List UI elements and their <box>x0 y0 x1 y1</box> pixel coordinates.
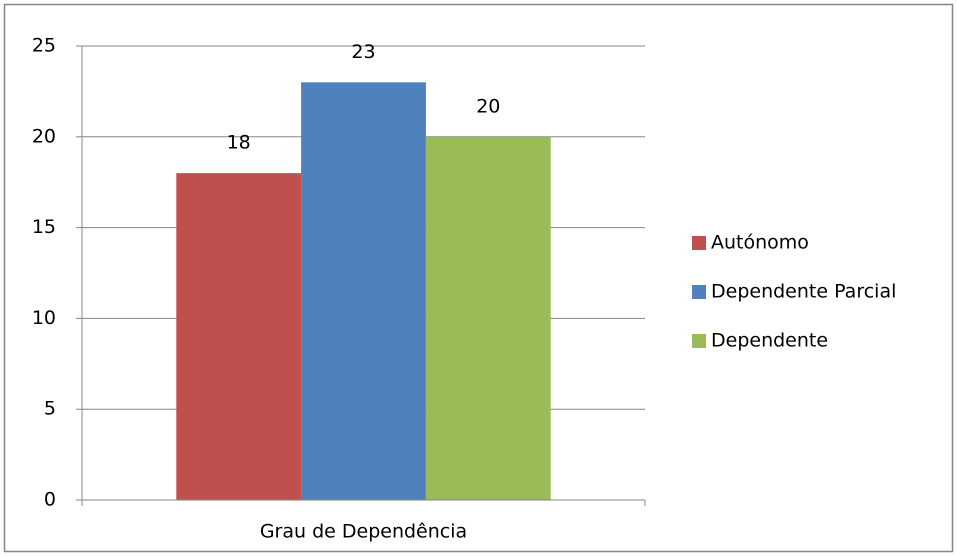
y-tick-label: 15 <box>32 216 56 238</box>
data-label: 18 <box>227 132 251 154</box>
legend-label: Dependente <box>711 330 828 352</box>
legend-swatch <box>692 334 706 348</box>
y-tick-label: 20 <box>32 125 56 147</box>
legend-swatch <box>692 285 706 299</box>
y-tick-label: 0 <box>44 489 56 511</box>
y-tick-label: 5 <box>44 398 56 420</box>
legend-label: Dependente Parcial <box>711 281 896 303</box>
y-tick-label: 10 <box>32 307 56 329</box>
bar <box>425 136 551 501</box>
bar <box>301 82 426 500</box>
legend-swatch <box>692 236 706 250</box>
y-tick-label: 25 <box>32 35 56 57</box>
legend-label: Autónomo <box>711 232 809 254</box>
data-label: 20 <box>476 95 500 117</box>
bar <box>176 173 302 500</box>
x-tick-label: Grau de Dependência <box>260 521 467 543</box>
data-label: 23 <box>351 41 375 63</box>
